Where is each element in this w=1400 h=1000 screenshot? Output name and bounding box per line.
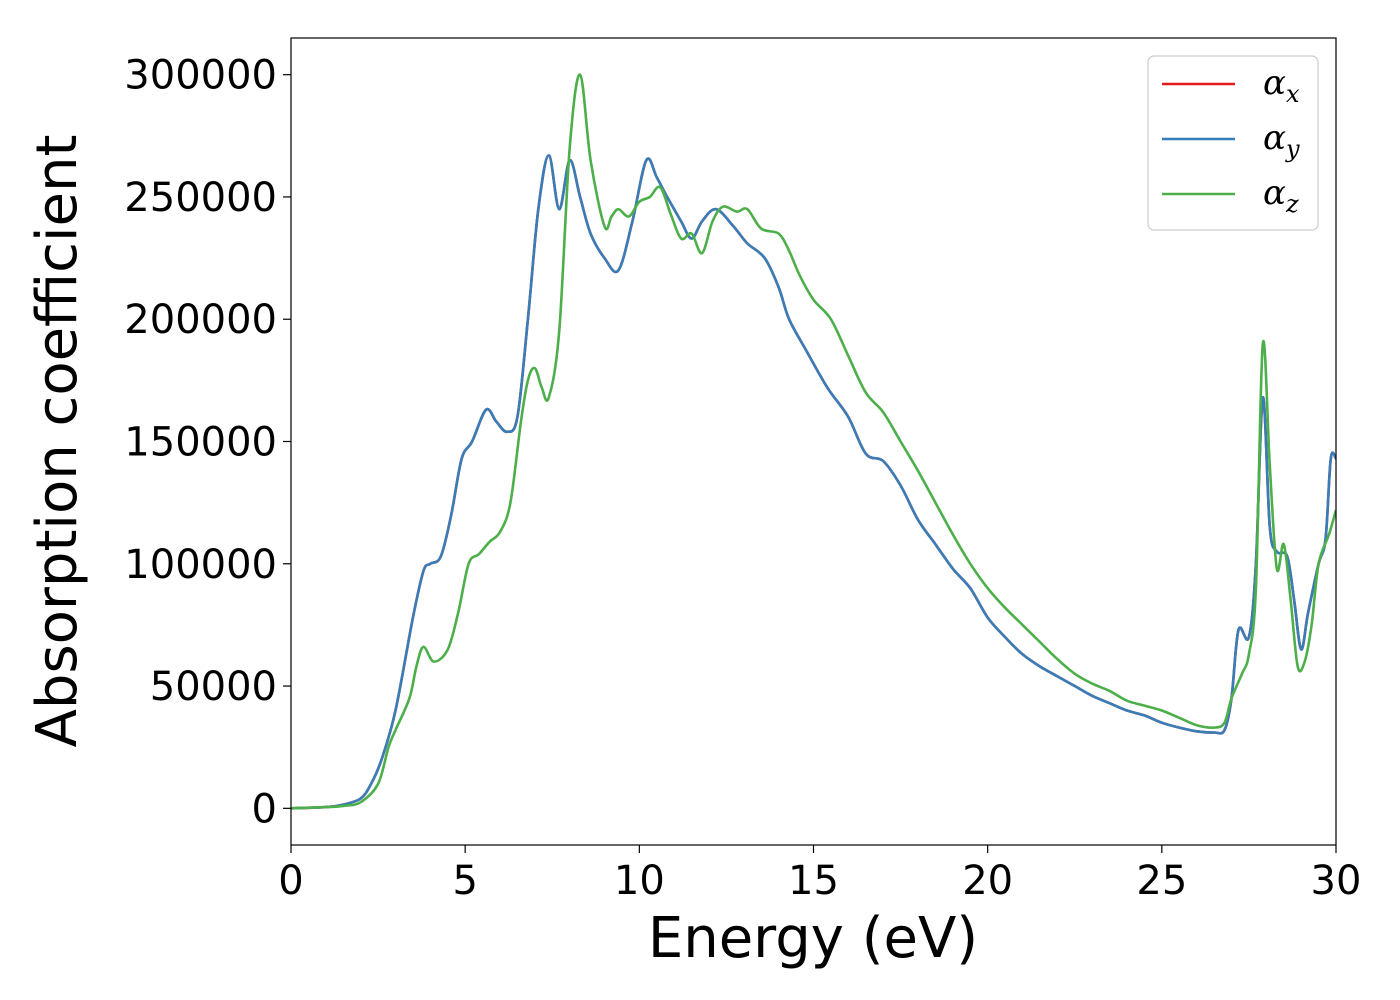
y-tick-label: 150000 (124, 420, 277, 466)
series-line-z (291, 73, 1336, 810)
legend-label-z: αz (1263, 173, 1299, 218)
y-tick-label: 200000 (124, 297, 277, 343)
x-axis-title: Energy (eV) (648, 906, 978, 971)
series-line-y (291, 154, 1336, 810)
x-tick-label: 15 (788, 858, 839, 904)
x-tick-label: 10 (614, 858, 665, 904)
x-tick-label: 25 (1136, 858, 1187, 904)
x-axis-ticks: 0 5 10 15 20 25 30 (278, 845, 1361, 904)
legend-label-y: αy (1263, 118, 1300, 163)
series-layer (291, 73, 1336, 810)
legend-box (1147, 55, 1319, 231)
x-tick-label: 0 (278, 858, 303, 904)
y-tick-label: 50000 (150, 664, 277, 710)
x-tick-label: 30 (1311, 858, 1362, 904)
x-tick-label: 20 (962, 858, 1013, 904)
y-axis-title: Absorption coefficient (25, 135, 90, 748)
y-tick-label: 0 (252, 786, 277, 832)
legend: αx αy αz (1147, 55, 1319, 231)
y-axis-ticks: 0 50000 100000 150000 200000 250000 300000 (124, 53, 291, 832)
y-tick-label: 250000 (124, 175, 277, 221)
y-tick-label: 100000 (124, 542, 277, 588)
y-tick-label: 300000 (124, 53, 277, 99)
x-tick-label: 5 (452, 858, 477, 904)
legend-label-x: αx (1263, 63, 1300, 108)
